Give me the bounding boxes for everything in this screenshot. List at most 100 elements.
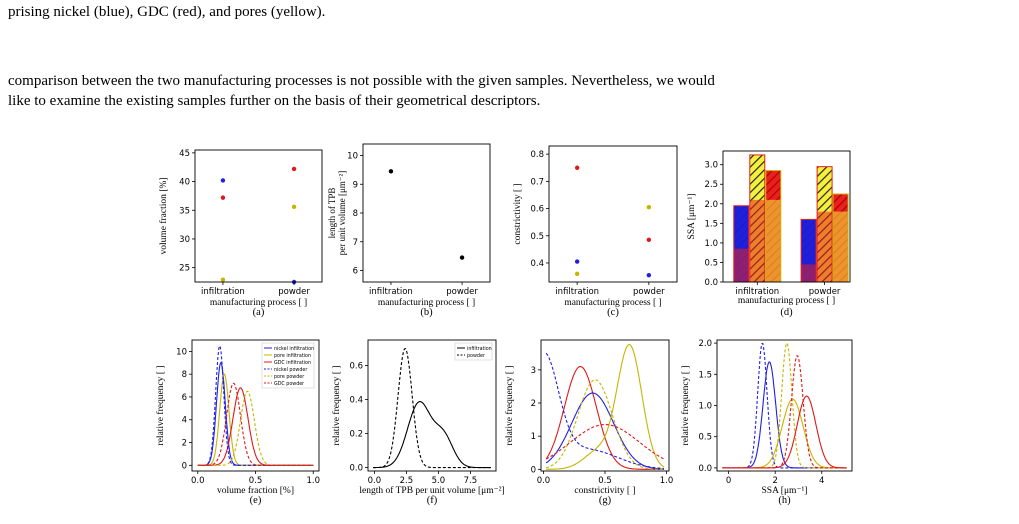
y-tick-label: 8 — [353, 209, 358, 219]
plot-frame — [367, 339, 497, 472]
y-tick-label: 25 — [179, 264, 190, 274]
scatter-point — [220, 178, 226, 183]
x-tick-label: 0.5 — [249, 476, 263, 486]
y-tick-label: 30 — [179, 235, 190, 245]
y-tick-label: 0.5 — [704, 258, 718, 268]
y-tick-label: 0.8 — [530, 150, 544, 160]
panel-caption: (b) — [420, 307, 433, 318]
y-axis-label-line-2: per unit volume [μm⁻²] — [337, 171, 347, 256]
chart-panel-h: 0.0 0.5 1.0 1.5 2.0 0 2 4 SSA [μm⁻¹] relative fre… — [680, 339, 853, 506]
y-tick-label: 0.5 — [698, 433, 712, 443]
x-tick-label: 0.0 — [368, 476, 382, 486]
plot-frame — [722, 150, 851, 283]
scatter-point — [574, 259, 580, 264]
bar-inner — [833, 211, 849, 282]
bar-inner — [733, 248, 749, 282]
legend-entry: nickel infiltration — [274, 346, 314, 352]
x-tick-label: 2.5 — [400, 476, 414, 486]
legend-entry: pore powder — [274, 374, 304, 380]
panel-caption: (a) — [253, 307, 265, 318]
legend-entry: powder — [467, 353, 485, 359]
panel-caption: (f) — [427, 495, 438, 506]
y-tick-label: 1.0 — [698, 402, 712, 412]
x-category-label: powder — [446, 287, 478, 297]
y-tick-label: 6 — [353, 267, 358, 277]
y-axis-label: constrictivity [ ] — [513, 183, 523, 244]
series-line — [373, 348, 491, 469]
x-tick-label: 1.0 — [306, 476, 320, 486]
y-tick-label: 0.2 — [349, 430, 363, 440]
legend-entry: nickel powder — [274, 367, 307, 373]
x-axis-label: volume fraction [%] — [217, 485, 294, 496]
scatter-point — [646, 273, 652, 278]
y-tick-label: 0.7 — [530, 177, 544, 187]
series-line — [545, 392, 664, 470]
y-tick-label: 6 — [182, 393, 187, 403]
series-line — [545, 379, 664, 470]
scatter-point — [220, 277, 226, 282]
x-tick-label: 5.0 — [432, 476, 446, 486]
series-line — [545, 424, 665, 460]
y-tick-label: 1 — [531, 432, 536, 442]
x-tick-label: 0 — [726, 476, 731, 486]
x-tick-label: 4 — [819, 476, 824, 486]
x-tick-label: 2 — [772, 476, 777, 486]
legend-entry: GDC infiltration — [274, 360, 311, 366]
x-axis-label: manufacturing process [ ] — [210, 297, 307, 308]
bar-inner — [765, 199, 781, 282]
bar-inner — [817, 211, 833, 282]
x-tick-label: 1.0 — [660, 476, 674, 486]
x-category-label: infiltration — [735, 287, 779, 297]
y-tick-label: 0.4 — [530, 259, 544, 269]
x-axis-label: length of TPB per unit volume [μm⁻²] — [359, 485, 504, 496]
series-line — [546, 343, 665, 470]
y-tick-label: 0.4 — [349, 396, 363, 406]
x-category-label: powder — [809, 287, 841, 297]
y-tick-label: 0.5 — [530, 232, 544, 242]
y-tick-label: 10 — [347, 152, 358, 162]
scatter-point — [388, 169, 394, 174]
x-tick-label: 7.5 — [464, 476, 478, 486]
y-tick-label: 40 — [179, 178, 190, 188]
bar-inner — [749, 199, 765, 282]
y-tick-label: 4 — [182, 416, 187, 426]
series-line — [722, 361, 847, 469]
scatter-point — [291, 166, 297, 172]
x-axis-label: manufacturing process [ ] — [738, 295, 835, 306]
paragraph-line-2: comparison between the two manufacturing… — [8, 73, 715, 89]
x-category-label: infiltration — [369, 287, 413, 297]
y-tick-label: 0.6 — [349, 362, 363, 372]
x-tick-label: 0.0 — [537, 476, 551, 486]
chart-panel-a: 25 30 35 40 45 infiltration powdermanufacturin… — [158, 149, 323, 318]
y-tick-label: 2.0 — [698, 339, 712, 349]
y-tick-label: 0.0 — [704, 278, 718, 288]
plot-frame — [194, 149, 323, 283]
x-category-label: infiltration — [555, 287, 599, 297]
y-axis-label: volume fraction [%] — [158, 177, 169, 254]
paragraph-line-1: prising nickel (blue), GDC (red), and po… — [8, 4, 326, 20]
y-axis-label: relative frequency [ ] — [331, 366, 342, 446]
scatter-point — [574, 271, 580, 277]
scatter-point — [646, 237, 652, 243]
x-axis-label: constrictivity [ ] — [574, 486, 635, 496]
panel-caption: (g) — [599, 495, 612, 506]
x-category-label: powder — [278, 287, 310, 297]
y-tick-label: 1.5 — [698, 370, 712, 380]
x-category-label: infiltration — [201, 287, 245, 297]
y-axis-label: relative frequency [ ] — [680, 366, 691, 446]
panel-caption: (d) — [780, 307, 793, 318]
bar-inner — [801, 264, 817, 282]
y-tick-label: 0.0 — [349, 464, 363, 474]
y-tick-label: 2.5 — [704, 180, 718, 190]
scatter-point — [291, 204, 297, 210]
y-tick-label: 45 — [179, 149, 190, 159]
scatter-point — [574, 165, 580, 170]
y-axis-label: SSA [μm⁻¹] — [687, 194, 697, 240]
chart-panel-g: 0 1 2 3 0.0 0.5 1.0 constrictivity [ ] relative … — [504, 339, 674, 506]
y-tick-label: 0 — [182, 461, 187, 471]
x-axis-label: SSA [μm⁻¹] — [762, 486, 808, 496]
series-line — [722, 398, 847, 469]
